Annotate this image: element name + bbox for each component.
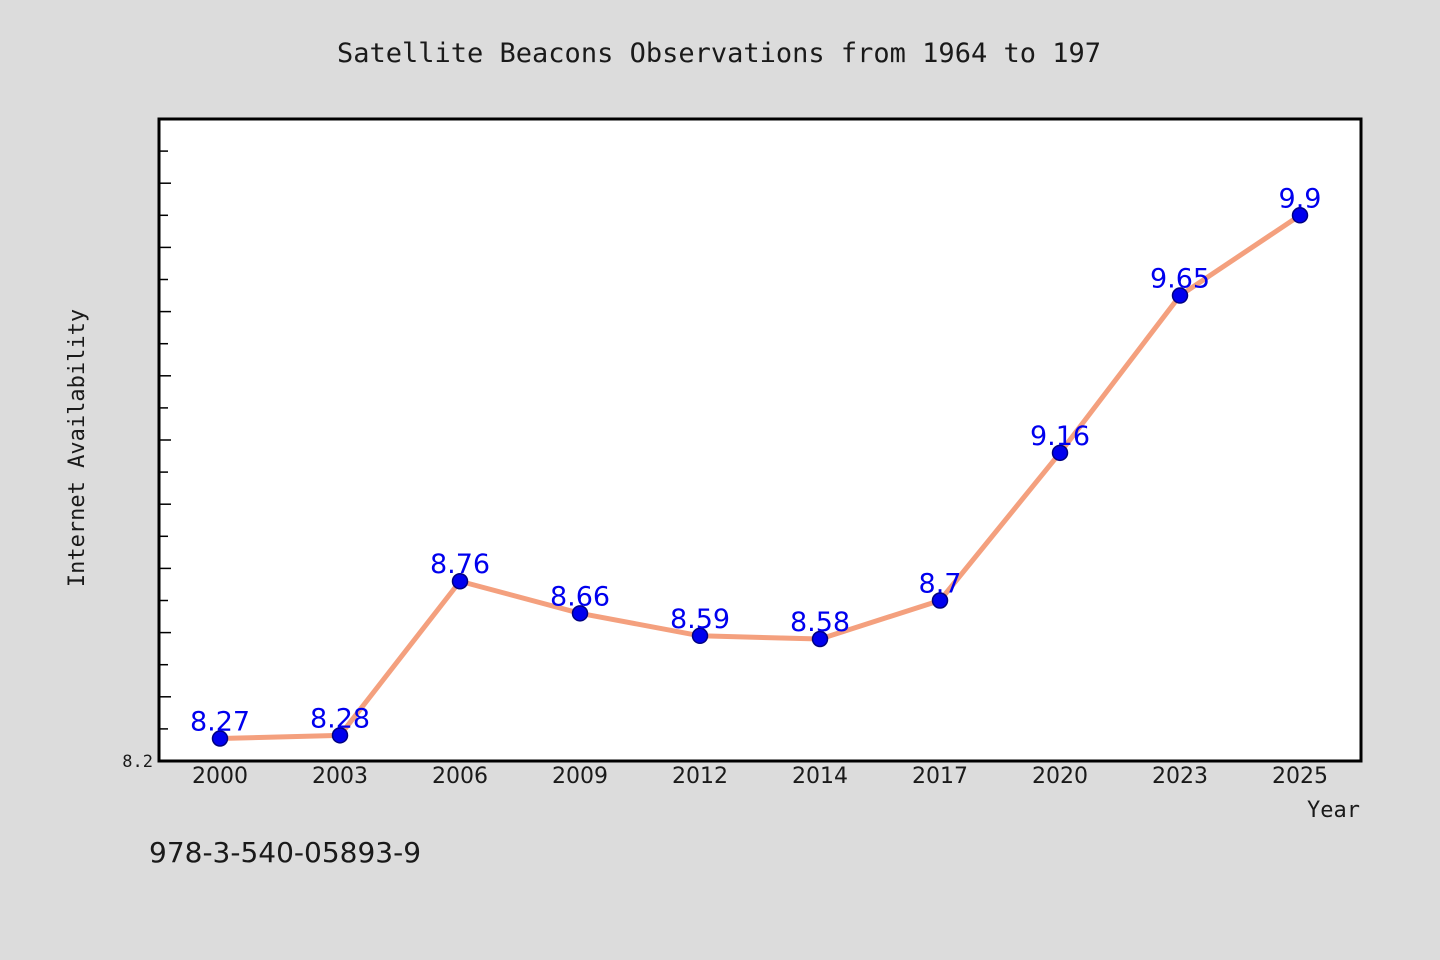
x-tick-label: 2006 xyxy=(432,764,488,789)
y-axis-label: Internet Availability xyxy=(65,309,90,587)
x-tick-label: 2017 xyxy=(912,764,968,789)
x-tick-label: 2023 xyxy=(1152,764,1208,789)
data-label: 8.7 xyxy=(919,569,962,600)
data-point xyxy=(811,630,829,648)
data-labels: 8.27 8.28 8.76 8.66 8.59 8.58 8.7 9.16 9.65 9.9 xyxy=(190,183,1322,737)
data-label: 9.16 xyxy=(1030,421,1090,452)
isbn-footer: 978-3-540-05893-9 xyxy=(149,836,421,869)
data-point xyxy=(451,572,469,590)
data-label: 8.27 xyxy=(190,707,250,738)
data-label: 8.76 xyxy=(430,549,490,580)
x-tick-label: 2003 xyxy=(312,764,368,789)
plot-area xyxy=(157,117,1363,763)
x-tick-label: 2000 xyxy=(192,764,248,789)
y-tick-label: 8.2 xyxy=(122,752,153,772)
data-point xyxy=(211,730,229,747)
x-axis-tick-labels: 2000 2003 2006 2009 2012 2014 2017 2020 2023 2025 xyxy=(192,764,1328,789)
x-tick-label: 2025 xyxy=(1272,764,1328,789)
x-tick-label: 2012 xyxy=(672,764,728,789)
x-tick-label: 2020 xyxy=(1032,764,1088,789)
x-axis-label: Year xyxy=(1307,798,1360,823)
data-points xyxy=(211,207,1309,747)
chart-title: Satellite Beacons Observations from 1964… xyxy=(337,38,1101,69)
x-tick-label: 2014 xyxy=(792,764,848,789)
data-point xyxy=(931,592,949,609)
data-label: 9.65 xyxy=(1150,264,1210,295)
data-label: 8.66 xyxy=(550,581,610,612)
series-line xyxy=(217,212,1303,742)
data-point xyxy=(1051,444,1069,462)
data-point xyxy=(331,727,349,744)
data-point xyxy=(1291,207,1309,224)
x-tick-label: 2009 xyxy=(552,764,608,789)
data-point xyxy=(1171,287,1189,304)
data-label: 8.59 xyxy=(670,604,730,635)
data-point xyxy=(691,627,709,645)
data-label: 9.9 xyxy=(1279,183,1322,214)
y-axis-ticks xyxy=(159,150,171,730)
data-label: 8.58 xyxy=(790,607,850,638)
data-point xyxy=(571,605,589,622)
y-axis-tick-labels: 8.2 xyxy=(122,752,153,772)
data-label: 8.28 xyxy=(310,703,370,734)
